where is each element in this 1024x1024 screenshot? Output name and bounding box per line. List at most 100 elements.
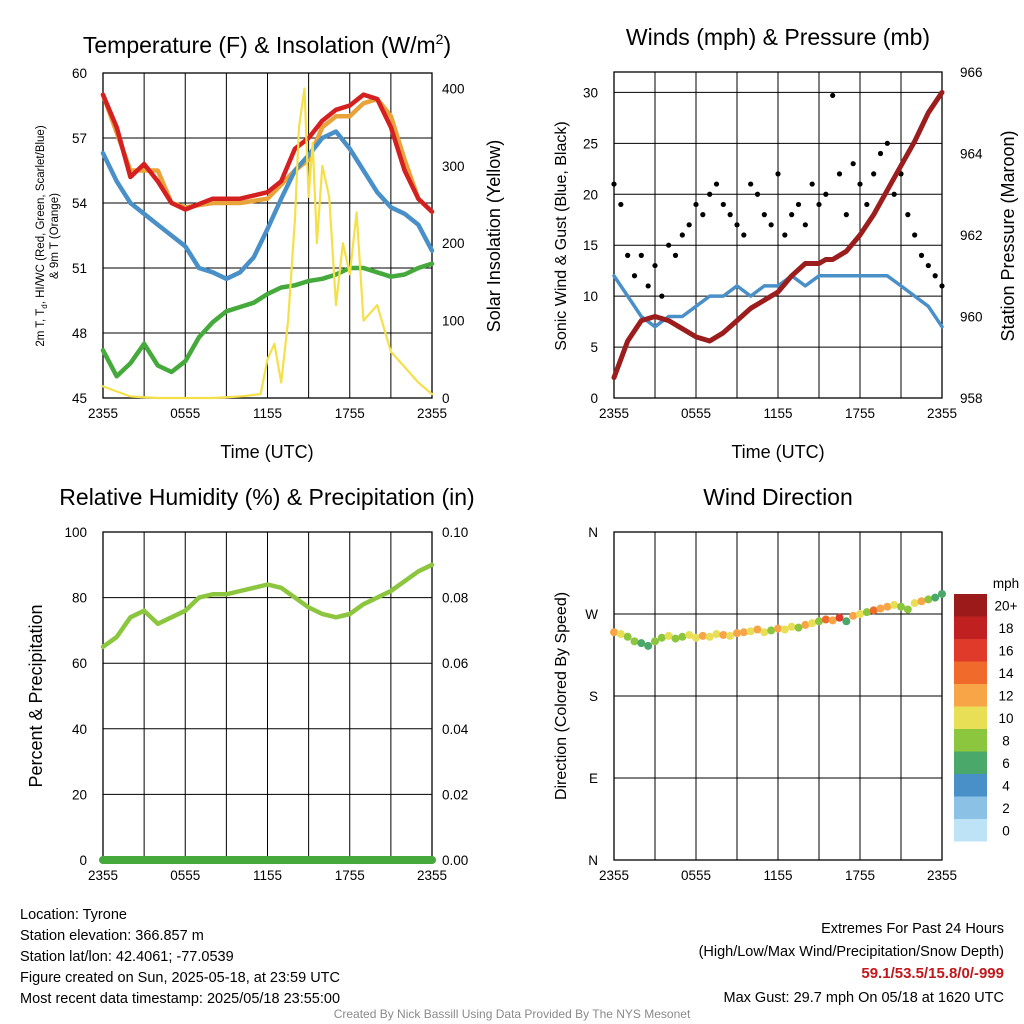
x-tick-label: 2355 (417, 406, 447, 421)
gust-point (918, 252, 925, 258)
credit-text: Created By Nick Bassill Using Data Provi… (333, 1007, 691, 1021)
y-tick-label: 100 (64, 525, 87, 540)
direction-point (692, 633, 700, 642)
direction-point (815, 617, 823, 626)
gust-point (925, 262, 931, 269)
x-tick-label: 2355 (927, 406, 957, 421)
direction-point (801, 620, 810, 629)
direction-point (849, 611, 858, 620)
y-tick-label: 20 (72, 787, 87, 802)
gust-point (700, 212, 706, 218)
colorbar-label: 12 (998, 688, 1013, 703)
colorbar-swatch (954, 594, 987, 617)
direction-point (876, 604, 885, 613)
direction-point (856, 610, 864, 618)
y2-tick-label: 0.08 (442, 591, 468, 606)
chart-title: Winds (mph) & Pressure (mb) (626, 24, 930, 50)
gust-point (631, 273, 638, 279)
gust-point (748, 181, 754, 187)
colorbar-label: 6 (1002, 756, 1010, 771)
colorbar-label: 8 (1002, 733, 1010, 748)
temperature-series-line (101, 87, 434, 400)
y2-tick-label: 0 (442, 391, 450, 406)
gust-point (823, 191, 829, 197)
recent-data-text: Most recent data timestamp: 2025/05/18 2… (20, 991, 341, 1007)
y2-tick-label: 964 (960, 147, 983, 162)
colorbar-swatch (954, 706, 987, 729)
y2-tick-label: 0.04 (442, 722, 469, 737)
y-tick-label: 45 (72, 391, 87, 406)
temperature-series-line (100, 261, 435, 379)
gust-point (754, 191, 761, 197)
colorbar-swatch (954, 661, 987, 684)
humidity-line (100, 562, 435, 650)
y2-tick-label: 962 (960, 228, 983, 243)
x-tick-label: 1155 (763, 406, 792, 421)
panel-3-frame (102, 531, 433, 861)
colorbar-swatch (954, 774, 987, 797)
direction-point (924, 595, 933, 604)
y-tick-label: 0 (79, 853, 87, 868)
gust-point (768, 222, 774, 228)
direction-point (657, 633, 666, 642)
y-axis-label: 2m T, Td, HI/WC (Red, Green, Scarlet/Blu… (35, 125, 49, 346)
gust-point (666, 242, 672, 248)
direction-point (739, 628, 748, 637)
direction-point (774, 624, 782, 633)
direction-point (910, 599, 919, 608)
y-tick-label: 0 (590, 391, 598, 406)
pressure-line (611, 89, 945, 381)
direction-point (616, 630, 625, 639)
gust-point (850, 161, 856, 167)
plot-border (613, 531, 943, 861)
wind-line (612, 274, 944, 329)
gust-point (843, 212, 849, 218)
location-text: Location: Tyrone (20, 907, 127, 923)
direction-point (869, 606, 878, 615)
y-tick-label: 51 (72, 261, 87, 276)
chart-title: Wind Direction (703, 484, 853, 510)
gust-point (871, 171, 877, 177)
direction-point (630, 637, 639, 646)
direction-point (828, 616, 837, 625)
x-tick-label: 1755 (845, 406, 875, 421)
x-tick-label: 1155 (253, 406, 282, 421)
x-tick-label: 1755 (335, 406, 365, 421)
gust-point (672, 252, 679, 258)
y-tick-label: 60 (72, 66, 87, 81)
chart-title: Temperature (F) & Insolation (W/m2) (83, 31, 451, 58)
y2-axis-label: Station Pressure (Maroon) (998, 130, 1018, 341)
panel-1-frame (102, 72, 433, 399)
y-tick-label: 20 (583, 187, 598, 202)
direction-point (917, 597, 926, 606)
station-elevation-text: Station elevation: 366.857 m (20, 928, 204, 944)
y2-tick-label: 200 (442, 236, 465, 251)
y-tick-label: 60 (72, 656, 87, 671)
y-tick-label: 30 (583, 85, 598, 100)
y-tick-label: 54 (72, 196, 88, 211)
direction-point (726, 631, 735, 640)
panel-4-frame (613, 531, 943, 861)
temperature-series-line (100, 129, 435, 282)
panel-2-frame (613, 71, 943, 399)
direction-point (842, 617, 851, 626)
y2-tick-label: 100 (442, 314, 465, 329)
x-tick-label: 2355 (927, 868, 957, 883)
x-tick-label: 1155 (763, 868, 792, 883)
direction-point (780, 625, 789, 634)
colorbar-swatch (954, 729, 987, 752)
gust-point (741, 232, 747, 238)
direction-point (753, 625, 762, 634)
direction-point (685, 630, 694, 639)
direction-point (712, 630, 721, 639)
direction-point (671, 634, 680, 643)
y2-tick-label: 0.02 (442, 787, 468, 802)
y-tick-label: 5 (590, 340, 598, 355)
x-tick-label: 2355 (599, 406, 629, 421)
gust-point (782, 232, 788, 238)
gust-point (816, 201, 822, 208)
y2-tick-label: 958 (960, 391, 983, 406)
direction-point (664, 631, 673, 640)
direction-point (746, 627, 755, 636)
colorbar-label: 20+ (995, 598, 1018, 613)
